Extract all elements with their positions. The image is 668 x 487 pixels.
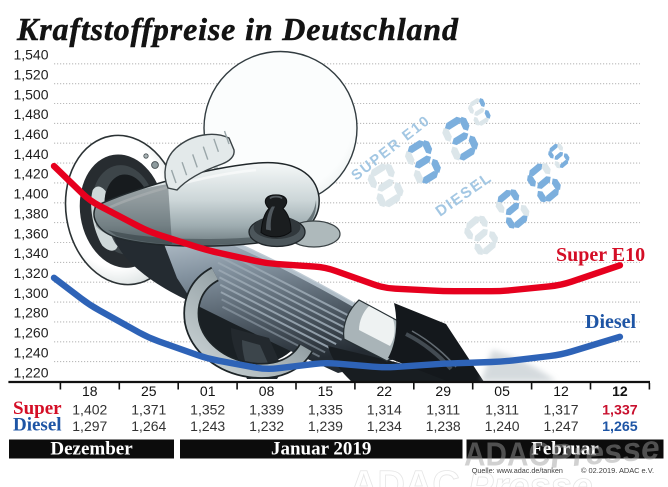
svg-text:1,247: 1,247 — [543, 418, 578, 434]
svg-text:05: 05 — [494, 383, 510, 399]
svg-text:1,520: 1,520 — [13, 67, 48, 83]
svg-text:1,480: 1,480 — [13, 106, 48, 122]
svg-text:Kraftstoffpreise in Deutschlan: Kraftstoffpreise in Deutschland — [16, 11, 459, 47]
svg-text:15: 15 — [318, 383, 334, 399]
svg-text:1,297: 1,297 — [72, 418, 107, 434]
svg-text:1,220: 1,220 — [13, 364, 48, 380]
svg-text:22: 22 — [377, 383, 393, 399]
svg-text:Super E10: Super E10 — [556, 244, 645, 266]
svg-text:ADAC: ADAC — [350, 464, 460, 487]
svg-text:1,500: 1,500 — [13, 86, 48, 102]
svg-text:ADAC: ADAC — [464, 437, 550, 474]
svg-text:1,260: 1,260 — [13, 325, 48, 341]
svg-text:1,240: 1,240 — [13, 344, 48, 360]
svg-text:1,234: 1,234 — [367, 418, 402, 434]
svg-text:1,420: 1,420 — [13, 166, 48, 182]
svg-text:1,335: 1,335 — [308, 402, 343, 418]
svg-text:1,314: 1,314 — [367, 402, 402, 418]
svg-text:08: 08 — [259, 383, 275, 399]
svg-text:1,265: 1,265 — [602, 419, 638, 435]
svg-text:1,240: 1,240 — [485, 418, 520, 434]
svg-text:1,460: 1,460 — [13, 126, 48, 142]
svg-text:12: 12 — [553, 383, 569, 399]
svg-text:Presse: Presse — [468, 466, 593, 487]
svg-text:Dezember: Dezember — [50, 439, 133, 460]
svg-text:1,320: 1,320 — [13, 265, 48, 281]
svg-text:Super: Super — [13, 398, 62, 419]
svg-text:1,264: 1,264 — [131, 418, 166, 434]
svg-text:1,337: 1,337 — [602, 403, 638, 419]
svg-text:1,360: 1,360 — [13, 225, 48, 241]
svg-text:Diesel: Diesel — [585, 311, 637, 333]
svg-text:© 02.2019. ADAC e.V.: © 02.2019. ADAC e.V. — [581, 466, 654, 475]
svg-text:25: 25 — [141, 383, 157, 399]
svg-text:1,280: 1,280 — [13, 305, 48, 321]
svg-text:1,371: 1,371 — [131, 402, 166, 418]
svg-text:01: 01 — [200, 383, 216, 399]
svg-text:1,540: 1,540 — [13, 47, 48, 63]
svg-text:1,380: 1,380 — [13, 205, 48, 221]
svg-text:Januar 2019: Januar 2019 — [271, 439, 371, 460]
svg-text:12: 12 — [612, 383, 628, 399]
svg-text:1,311: 1,311 — [426, 402, 460, 418]
svg-text:18: 18 — [82, 383, 98, 399]
svg-text:1,239: 1,239 — [308, 418, 343, 434]
svg-text:1,339: 1,339 — [249, 402, 284, 418]
svg-text:1,440: 1,440 — [13, 146, 48, 162]
svg-text:1,402: 1,402 — [72, 402, 107, 418]
svg-text:1,400: 1,400 — [13, 186, 48, 202]
svg-text:1,311: 1,311 — [485, 402, 519, 418]
svg-text:Quelle: www.adac.de/tanken: Quelle: www.adac.de/tanken — [472, 466, 563, 475]
svg-text:1,243: 1,243 — [190, 418, 225, 434]
svg-text:1,352: 1,352 — [190, 402, 225, 418]
svg-text:DIESEL: DIESEL — [433, 169, 496, 220]
svg-text:1,300: 1,300 — [13, 285, 48, 301]
svg-text:1,232: 1,232 — [249, 418, 284, 434]
svg-text:Februar: Februar — [531, 439, 599, 460]
svg-text:29: 29 — [435, 383, 451, 399]
svg-text:1,340: 1,340 — [13, 245, 48, 261]
svg-text:1,317: 1,317 — [543, 402, 578, 418]
svg-text:Diesel: Diesel — [13, 415, 62, 436]
svg-text:1,238: 1,238 — [426, 418, 461, 434]
